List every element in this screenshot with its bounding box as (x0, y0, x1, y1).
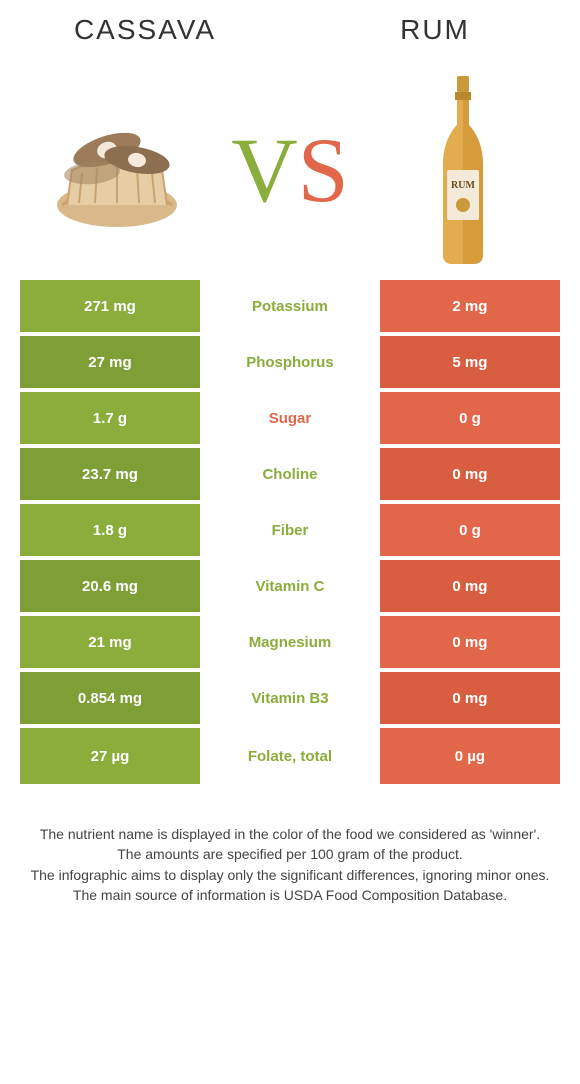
table-row: 27 mgPhosphorus5 mg (20, 336, 560, 392)
footer-line-1: The nutrient name is displayed in the co… (20, 824, 560, 844)
value-right: 2 mg (380, 280, 560, 332)
cassava-image (37, 90, 197, 250)
table-row: 271 mgPotassium2 mg (20, 280, 560, 336)
footer-notes: The nutrient name is displayed in the co… (20, 824, 560, 905)
table-row: 0.854 mgVitamin B30 mg (20, 672, 560, 728)
nutrient-table: 271 mgPotassium2 mg27 mgPhosphorus5 mg1.… (20, 280, 560, 784)
value-right: 0 µg (380, 728, 560, 784)
header-row: CASSAVA RUM (0, 0, 580, 60)
vs-row: VS RUM (0, 60, 580, 280)
value-left: 1.7 g (20, 392, 200, 444)
nutrient-name: Folate, total (200, 728, 380, 784)
nutrient-name: Vitamin B3 (200, 672, 380, 724)
table-row: 1.8 gFiber0 g (20, 504, 560, 560)
value-right: 5 mg (380, 336, 560, 388)
nutrient-name: Choline (200, 448, 380, 500)
value-right: 0 mg (380, 448, 560, 500)
nutrient-name: Potassium (200, 280, 380, 332)
footer-line-3: The infographic aims to display only the… (20, 865, 560, 885)
vs-v: V (231, 119, 297, 221)
value-right: 0 mg (380, 672, 560, 724)
title-right: RUM (290, 14, 580, 46)
table-row: 20.6 mgVitamin C0 mg (20, 560, 560, 616)
rum-image: RUM (383, 90, 543, 250)
value-left: 271 mg (20, 280, 200, 332)
vs-text: VS (231, 117, 349, 223)
value-right: 0 g (380, 392, 560, 444)
title-left: CASSAVA (0, 14, 290, 46)
nutrient-name: Phosphorus (200, 336, 380, 388)
value-left: 20.6 mg (20, 560, 200, 612)
nutrient-name: Fiber (200, 504, 380, 556)
nutrient-name: Sugar (200, 392, 380, 444)
value-right: 0 g (380, 504, 560, 556)
table-row: 1.7 gSugar0 g (20, 392, 560, 448)
table-row: 21 mgMagnesium0 mg (20, 616, 560, 672)
value-left: 23.7 mg (20, 448, 200, 500)
svg-text:RUM: RUM (451, 180, 475, 191)
footer-line-2: The amounts are specified per 100 gram o… (20, 844, 560, 864)
value-right: 0 mg (380, 616, 560, 668)
value-left: 27 mg (20, 336, 200, 388)
value-right: 0 mg (380, 560, 560, 612)
footer-line-4: The main source of information is USDA F… (20, 885, 560, 905)
value-left: 1.8 g (20, 504, 200, 556)
vs-s: S (298, 119, 349, 221)
nutrient-name: Magnesium (200, 616, 380, 668)
nutrient-name: Vitamin C (200, 560, 380, 612)
value-left: 27 µg (20, 728, 200, 784)
cassava-icon (37, 95, 197, 245)
table-row: 23.7 mgCholine0 mg (20, 448, 560, 504)
rum-bottle-icon: RUM (423, 70, 503, 270)
table-row: 27 µgFolate, total0 µg (20, 728, 560, 784)
value-left: 21 mg (20, 616, 200, 668)
value-left: 0.854 mg (20, 672, 200, 724)
